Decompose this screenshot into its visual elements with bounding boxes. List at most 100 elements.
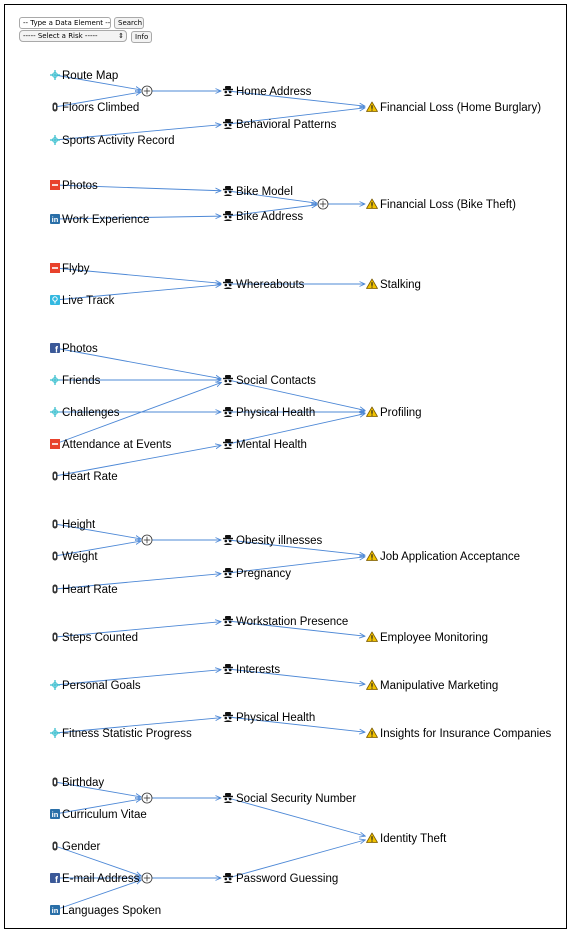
spy-icon bbox=[223, 535, 233, 545]
spy-icon bbox=[223, 664, 233, 674]
warning-icon bbox=[366, 198, 378, 209]
search-button[interactable]: Search bbox=[114, 17, 144, 29]
strava-crosshair-icon bbox=[50, 70, 60, 80]
warning-icon bbox=[366, 550, 378, 561]
edge-a-obesity-to-r-job-application bbox=[227, 539, 365, 555]
combine-node-icon bbox=[141, 85, 153, 97]
source-photos[interactable]: Photos bbox=[62, 343, 98, 355]
info-button[interactable]: Info bbox=[131, 31, 152, 43]
edge-s-work-experience-to-a-bike-address bbox=[54, 216, 221, 220]
risk-profiling[interactable]: Profiling bbox=[380, 407, 422, 419]
attribute-interests[interactable]: Interests bbox=[236, 664, 280, 676]
source-route-map[interactable]: Route Map bbox=[62, 70, 118, 82]
combine-node-icon bbox=[141, 534, 153, 546]
warning-icon bbox=[366, 631, 378, 642]
warning-icon bbox=[366, 727, 378, 738]
spy-icon bbox=[223, 712, 233, 722]
source-sports-activity-record[interactable]: Sports Activity Record bbox=[62, 135, 174, 147]
strava-crosshair-icon bbox=[50, 135, 60, 145]
attribute-password-guessing[interactable]: Password Guessing bbox=[236, 873, 338, 885]
attribute-physical-health[interactable]: Physical Health bbox=[236, 712, 315, 724]
risk-employee-monitoring[interactable]: Employee Monitoring bbox=[380, 632, 488, 644]
combine-node-icon bbox=[141, 792, 153, 804]
attribute-whereabouts[interactable]: Whereabouts bbox=[236, 279, 305, 291]
attribute-bike-model[interactable]: Bike Model bbox=[236, 186, 293, 198]
edge-s-heart-rate-2-to-a-pregnancy bbox=[54, 574, 221, 590]
source-flyby[interactable]: Flyby bbox=[62, 263, 90, 275]
source-challenges[interactable]: Challenges bbox=[62, 407, 120, 419]
attribute-obesity-illnesses[interactable]: Obesity illnesses bbox=[236, 535, 323, 547]
source-photos[interactable]: Photos bbox=[62, 180, 98, 192]
risk-manipulative-marketing[interactable]: Manipulative Marketing bbox=[380, 680, 498, 692]
source-floors-climbed[interactable]: Floors Climbed bbox=[62, 102, 139, 114]
edge-a-behavioral-patterns-to-r-financial-loss-home bbox=[227, 108, 365, 125]
garmin-icon bbox=[50, 295, 60, 305]
source-height[interactable]: Height bbox=[62, 519, 96, 531]
source-weight[interactable]: Weight bbox=[62, 551, 98, 563]
risk-identity-theft[interactable]: Identity Theft bbox=[380, 833, 447, 845]
warning-icon bbox=[366, 679, 378, 690]
risk-select[interactable]: ----- Select a Risk ----- ⇕ bbox=[19, 30, 127, 42]
spy-icon bbox=[223, 119, 233, 129]
attribute-physical-health[interactable]: Physical Health bbox=[236, 407, 315, 419]
flickr-icon bbox=[50, 180, 60, 190]
risk-financial-loss-home-burglary[interactable]: Financial Loss (Home Burglary) bbox=[380, 102, 541, 114]
attribute-bike-address[interactable]: Bike Address bbox=[236, 211, 303, 223]
source-languages-spoken[interactable]: Languages Spoken bbox=[62, 905, 161, 917]
source-work-experience[interactable]: Work Experience bbox=[62, 214, 149, 226]
spy-icon bbox=[223, 407, 233, 417]
attribute-pregnancy[interactable]: Pregnancy bbox=[236, 568, 291, 580]
source-personal-goals[interactable]: Personal Goals bbox=[62, 680, 141, 692]
source-birthday[interactable]: Birthday bbox=[62, 777, 104, 789]
source-gender[interactable]: Gender bbox=[62, 841, 101, 853]
risk-job-application-acceptance[interactable]: Job Application Acceptance bbox=[380, 551, 520, 563]
svg-text:f: f bbox=[55, 345, 59, 355]
strava-crosshair-icon bbox=[50, 680, 60, 690]
spy-icon bbox=[223, 211, 233, 221]
strava-crosshair-icon bbox=[50, 728, 60, 738]
edge-a-physical-health-2-to-r-insurance bbox=[227, 716, 365, 732]
linkedin-icon: in bbox=[50, 905, 60, 915]
attribute-workstation-presence[interactable]: Workstation Presence bbox=[236, 616, 348, 628]
source-curriculum-vitae[interactable]: Curriculum Vitae bbox=[62, 809, 147, 821]
spy-icon bbox=[223, 279, 233, 289]
source-live-track[interactable]: Live Track bbox=[62, 295, 115, 307]
edge-a-pregnancy-to-r-job-application bbox=[227, 557, 365, 574]
spy-icon bbox=[223, 86, 233, 96]
source-steps-counted[interactable]: Steps Counted bbox=[62, 632, 138, 644]
warning-icon bbox=[366, 406, 378, 417]
fitbit-icon bbox=[52, 519, 58, 529]
source-friends[interactable]: Friends bbox=[62, 375, 101, 387]
edge-a-home-address-to-r-financial-loss-home bbox=[227, 90, 365, 106]
edge-s-languages-to-c5 bbox=[54, 880, 141, 911]
source-heart-rate[interactable]: Heart Rate bbox=[62, 471, 118, 483]
source-attendance-at-events[interactable]: Attendance at Events bbox=[62, 439, 172, 451]
edge-s-weight-to-c3 bbox=[54, 541, 141, 557]
fitbit-icon bbox=[52, 841, 58, 851]
facebook-icon: f bbox=[50, 343, 60, 355]
source-e-mail-address[interactable]: E-mail Address bbox=[62, 873, 140, 885]
warning-icon bbox=[366, 832, 378, 843]
attribute-behavioral-patterns[interactable]: Behavioral Patterns bbox=[236, 119, 337, 131]
risk-financial-loss-bike-theft[interactable]: Financial Loss (Bike Theft) bbox=[380, 199, 516, 211]
facebook-icon: f bbox=[50, 873, 60, 885]
flickr-icon bbox=[50, 439, 60, 449]
source-fitness-statistic-progress[interactable]: Fitness Statistic Progress bbox=[62, 728, 192, 740]
attribute-social-contacts[interactable]: Social Contacts bbox=[236, 375, 316, 387]
source-heart-rate[interactable]: Heart Rate bbox=[62, 584, 118, 596]
data-element-input[interactable]: -- Type a Data Element -- bbox=[19, 17, 111, 29]
edge-s-fitness-statistic-to-a-physical-health-2 bbox=[54, 718, 221, 734]
diagram-frame bbox=[4, 4, 567, 929]
risk-select-value: ----- Select a Risk ----- bbox=[23, 32, 98, 40]
attribute-home-address[interactable]: Home Address bbox=[236, 86, 312, 98]
risk-insights-for-insurance-companies[interactable]: Insights for Insurance Companies bbox=[380, 728, 552, 740]
spy-icon bbox=[223, 186, 233, 196]
edge-s-floors-climbed-to-c1 bbox=[54, 92, 141, 108]
risk-stalking[interactable]: Stalking bbox=[380, 279, 421, 291]
spy-icon bbox=[223, 439, 233, 449]
edge-a-social-contacts-to-r-profiling bbox=[227, 379, 365, 410]
edge-s-birthday-to-c4 bbox=[54, 781, 141, 797]
attribute-social-security-number[interactable]: Social Security Number bbox=[236, 793, 356, 805]
attribute-mental-health[interactable]: Mental Health bbox=[236, 439, 307, 451]
linkedin-icon: in bbox=[50, 809, 60, 819]
